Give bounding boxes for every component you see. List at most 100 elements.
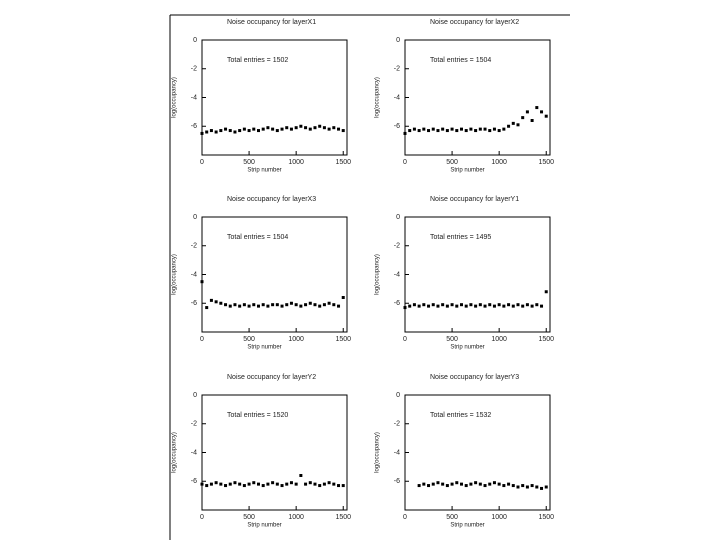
x-tick-label: 1000 xyxy=(491,159,507,166)
x-axis-label: Strip number xyxy=(247,523,281,529)
x-tick-label: 1000 xyxy=(288,514,304,521)
point xyxy=(327,301,331,305)
point xyxy=(417,129,421,133)
point xyxy=(441,303,445,307)
point xyxy=(521,484,525,488)
y-axis-label: log(occupancy) xyxy=(375,77,381,118)
point xyxy=(431,482,435,486)
point xyxy=(455,304,459,308)
point xyxy=(507,303,511,307)
point xyxy=(436,481,440,485)
point xyxy=(209,129,213,133)
point xyxy=(318,484,322,488)
x-tick-label: 1500 xyxy=(335,159,351,166)
point xyxy=(266,482,270,486)
x-tick-label: 1500 xyxy=(538,514,554,521)
point xyxy=(299,474,303,477)
y-axis-label: log(occupancy) xyxy=(172,432,178,473)
point xyxy=(478,303,482,307)
point xyxy=(464,484,468,488)
y-tick-label: 0 xyxy=(193,214,197,221)
point xyxy=(455,129,459,133)
point xyxy=(289,301,293,305)
point xyxy=(332,126,336,130)
point xyxy=(327,127,331,131)
point xyxy=(469,303,473,307)
annotation: Total entries = 1504 xyxy=(227,234,288,241)
chart-title: Noise occupancy for layerY2 xyxy=(227,374,316,381)
annotation: Total entries = 1504 xyxy=(430,57,491,64)
point xyxy=(242,303,246,307)
x-tick-label: 500 xyxy=(243,159,255,166)
point xyxy=(492,127,496,131)
y-axis-label: log(occupancy) xyxy=(172,77,178,118)
x-tick-label: 500 xyxy=(446,336,458,343)
point xyxy=(332,303,336,307)
point xyxy=(247,304,251,308)
y-tick-label: 0 xyxy=(396,214,400,221)
point xyxy=(483,127,487,131)
point xyxy=(459,303,463,307)
point xyxy=(431,127,435,131)
y-tick-label: -2 xyxy=(394,66,400,73)
x-tick-label: 1000 xyxy=(491,336,507,343)
point xyxy=(535,106,539,110)
point xyxy=(488,129,492,133)
point xyxy=(238,304,242,308)
point xyxy=(417,304,421,308)
point xyxy=(464,304,468,308)
point xyxy=(313,303,317,307)
point xyxy=(436,304,440,308)
y-tick-label: -4 xyxy=(191,449,197,456)
x-tick-label: 1000 xyxy=(491,514,507,521)
point xyxy=(474,481,478,485)
point xyxy=(304,126,308,130)
point xyxy=(271,127,275,131)
point xyxy=(412,303,416,307)
point xyxy=(525,110,529,114)
y-tick-label: -6 xyxy=(191,123,197,130)
point xyxy=(412,127,416,131)
point xyxy=(256,129,260,133)
point xyxy=(214,481,218,485)
point xyxy=(422,303,426,307)
point xyxy=(516,303,520,307)
point xyxy=(271,481,275,485)
point xyxy=(256,304,260,308)
point xyxy=(294,126,298,130)
point xyxy=(200,482,204,486)
x-tick-label: 500 xyxy=(243,336,255,343)
point xyxy=(252,127,256,131)
point xyxy=(214,130,218,134)
point xyxy=(285,126,289,130)
chart-title: Noise occupancy for layerY3 xyxy=(430,374,519,381)
point xyxy=(502,484,506,488)
point xyxy=(266,126,270,130)
x-axis-label: Strip number xyxy=(247,345,281,351)
point xyxy=(304,303,308,307)
point xyxy=(459,127,463,131)
point xyxy=(247,129,251,133)
point xyxy=(408,304,412,308)
chart-title: Noise occupancy for layerX1 xyxy=(227,19,316,26)
point xyxy=(233,130,237,134)
x-tick-label: 0 xyxy=(200,159,204,166)
point xyxy=(488,303,492,307)
point xyxy=(224,303,228,307)
point xyxy=(322,126,326,130)
point xyxy=(313,482,317,486)
point xyxy=(544,114,548,118)
x-tick-label: 0 xyxy=(200,514,204,521)
point xyxy=(337,127,341,131)
x-axis-label: Strip number xyxy=(247,168,281,174)
point xyxy=(299,124,303,128)
point xyxy=(469,127,473,131)
point xyxy=(427,129,431,133)
point xyxy=(521,116,525,120)
point xyxy=(280,304,284,308)
point xyxy=(422,482,426,486)
point xyxy=(289,127,293,131)
point xyxy=(469,482,473,486)
point xyxy=(308,127,312,131)
